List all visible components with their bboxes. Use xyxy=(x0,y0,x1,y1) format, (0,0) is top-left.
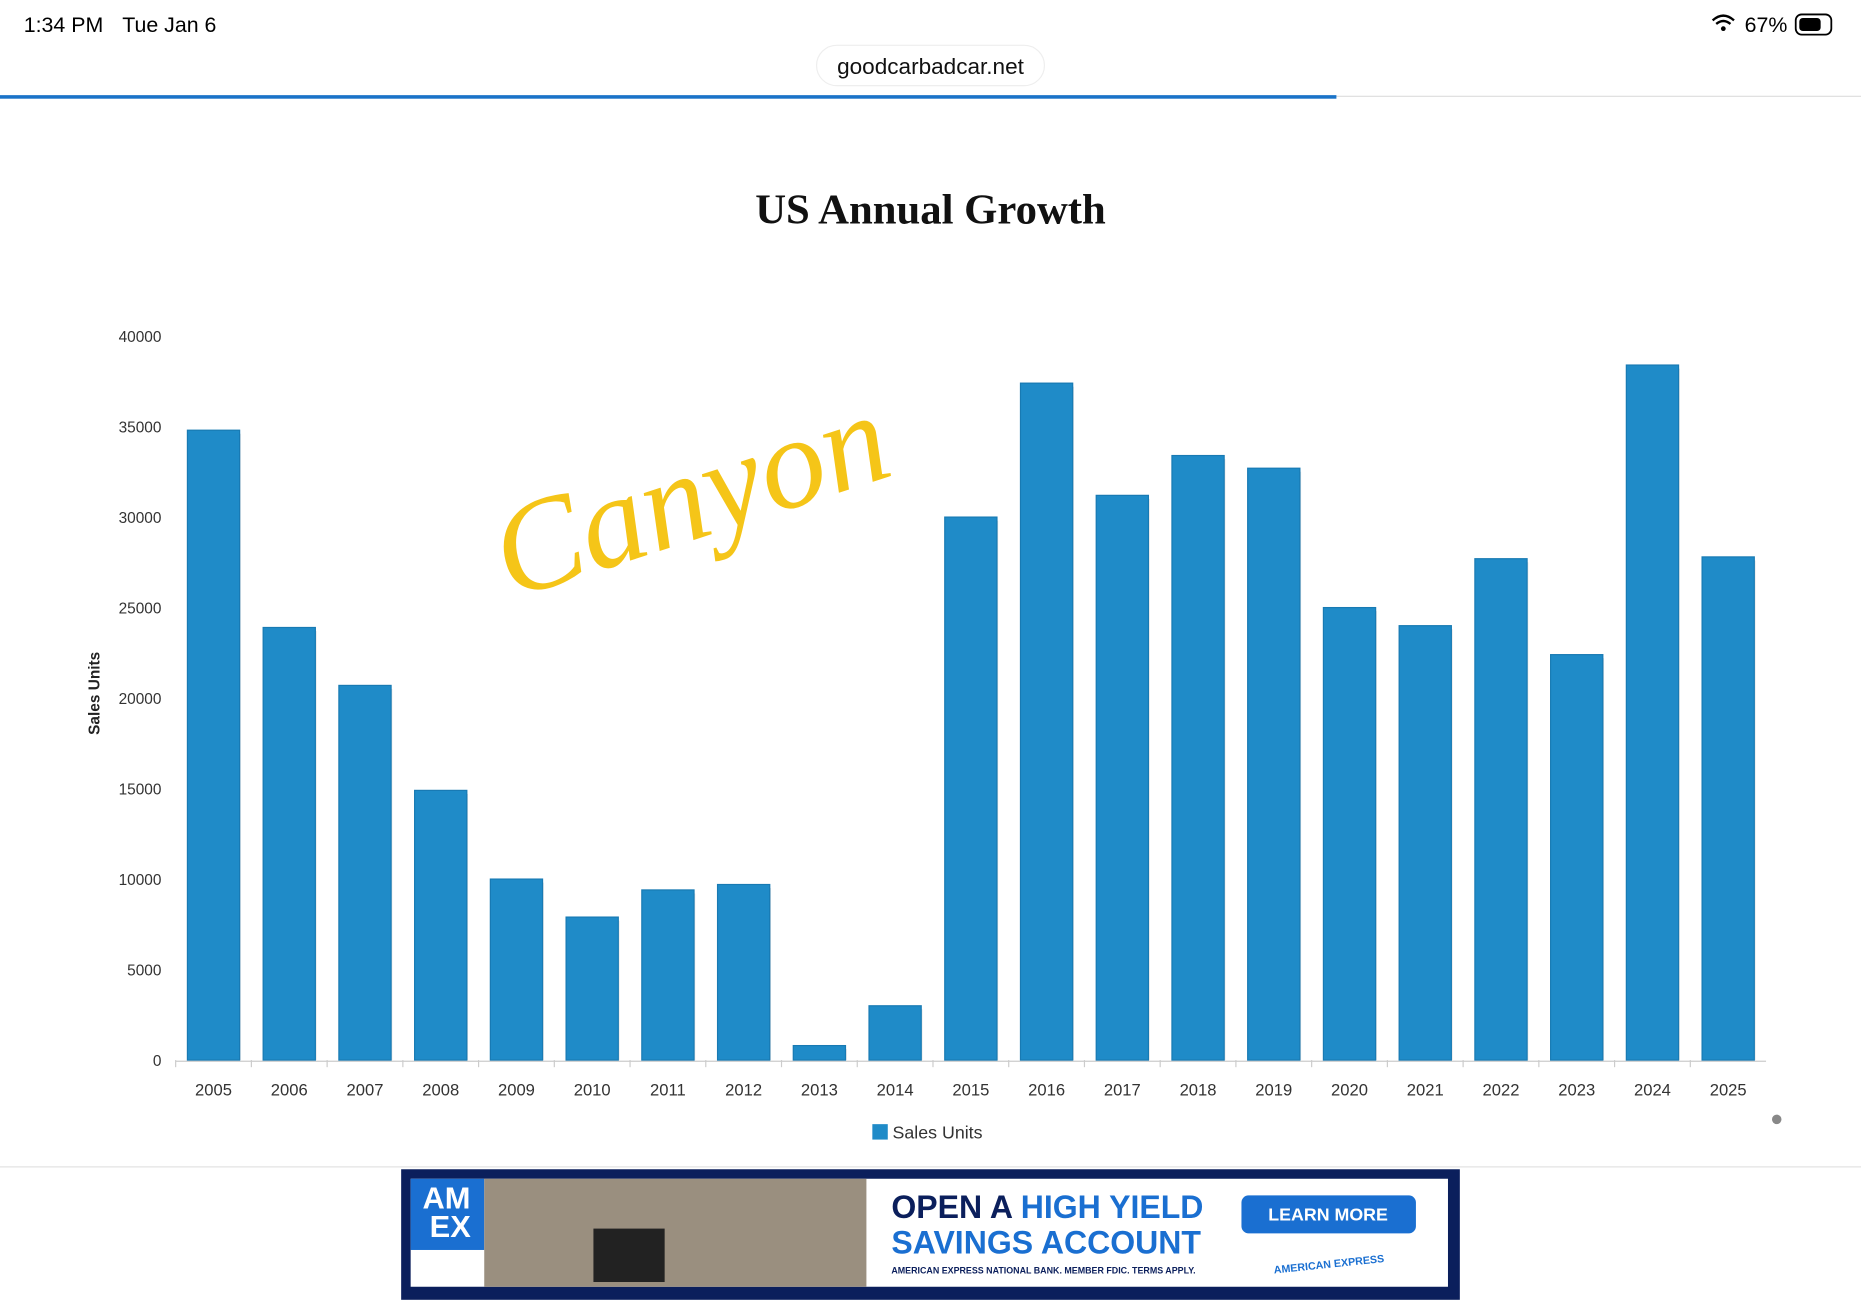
battery-icon xyxy=(1794,13,1833,36)
bar xyxy=(414,789,468,1061)
x-tick-label: 2008 xyxy=(422,1081,459,1100)
bar xyxy=(489,878,544,1061)
bar xyxy=(1550,654,1604,1061)
x-tick-label: 2016 xyxy=(1028,1081,1065,1100)
y-tick-label: 40000 xyxy=(119,329,162,346)
bar xyxy=(1322,606,1377,1061)
ad-headline-a: OPEN A xyxy=(891,1189,1013,1225)
x-tick-label: 2024 xyxy=(1634,1081,1671,1100)
wifi-icon xyxy=(1711,14,1735,25)
bar xyxy=(338,684,392,1061)
status-date: Tue Jan 6 xyxy=(122,13,216,37)
status-time: 1:34 PM xyxy=(24,13,104,37)
x-tick-label: 2014 xyxy=(877,1081,914,1100)
legend-label: Sales Units xyxy=(893,1122,983,1142)
wifi-dot xyxy=(1720,26,1726,32)
x-tick-label: 2015 xyxy=(952,1081,989,1100)
bar xyxy=(1019,382,1074,1061)
bar xyxy=(1171,454,1225,1061)
ad-logo-bottom: EX xyxy=(430,1209,472,1244)
load-progress xyxy=(0,95,1337,99)
x-tick-label: 2025 xyxy=(1710,1081,1747,1100)
bar xyxy=(1398,625,1452,1061)
y-tick-label: 5000 xyxy=(127,962,161,979)
ad-headline-b: HIGH YIELD xyxy=(1021,1189,1204,1225)
x-tick-label: 2013 xyxy=(801,1081,838,1100)
x-tick-label: 2011 xyxy=(650,1081,686,1100)
x-tick-label: 2018 xyxy=(1180,1081,1217,1100)
x-tick-label: 2020 xyxy=(1331,1081,1368,1100)
x-tick-label: 2009 xyxy=(498,1081,535,1100)
ad-photo-tablet xyxy=(593,1228,665,1283)
ad-disclaimer: AMERICAN EXPRESS NATIONAL BANK. MEMBER F… xyxy=(891,1266,1195,1276)
bar xyxy=(1701,556,1755,1061)
x-tick-label: 2012 xyxy=(725,1081,762,1100)
y-tick-label: 15000 xyxy=(119,782,162,799)
x-tick-label: 2017 xyxy=(1104,1081,1141,1100)
ad-headline-c: SAVINGS ACCOUNT xyxy=(891,1225,1201,1261)
y-tick-label: 30000 xyxy=(119,510,162,527)
x-tick-label: 2021 xyxy=(1407,1081,1444,1100)
bar xyxy=(565,916,619,1061)
handwritten-annotation: Canyon xyxy=(475,365,906,627)
x-tick-label: 2023 xyxy=(1558,1081,1595,1100)
ad-logo xyxy=(410,1178,485,1250)
x-tick-label: 2019 xyxy=(1255,1081,1292,1100)
ad-photo xyxy=(484,1178,867,1287)
y-axis-title: Sales Units xyxy=(87,652,104,735)
battery-level xyxy=(1799,17,1821,32)
bar xyxy=(792,1044,847,1061)
x-tick-label: 2007 xyxy=(347,1081,384,1100)
bar xyxy=(186,429,241,1061)
legend-swatch xyxy=(872,1124,888,1140)
x-tick-label: 2022 xyxy=(1483,1081,1520,1100)
x-tick-label: 2010 xyxy=(574,1081,611,1100)
bar xyxy=(1095,494,1150,1061)
scroll-dot xyxy=(1771,1114,1782,1125)
x-tick-label: 2006 xyxy=(271,1081,308,1100)
y-tick-label: 20000 xyxy=(119,691,162,708)
x-tick-label: 2005 xyxy=(195,1081,232,1100)
bar xyxy=(641,889,695,1061)
ad-button-label[interactable]: LEARN MORE xyxy=(1268,1204,1388,1224)
url[interactable]: goodcarbadcar.net xyxy=(837,54,1025,79)
url-pill[interactable] xyxy=(815,44,1046,87)
bar xyxy=(944,516,998,1061)
chart-title: US Annual Growth xyxy=(755,186,1106,233)
battery-text: 67% xyxy=(1745,13,1788,37)
bar xyxy=(1474,558,1528,1061)
bar xyxy=(716,883,771,1061)
ad-button[interactable] xyxy=(1241,1195,1416,1234)
y-tick-label: 0 xyxy=(153,1053,162,1070)
ad-logo-top: AM xyxy=(423,1180,471,1215)
y-tick-label: 35000 xyxy=(119,420,162,437)
bar xyxy=(1625,364,1680,1061)
y-tick-label: 10000 xyxy=(119,872,162,889)
y-tick-label: 25000 xyxy=(119,601,162,618)
bar xyxy=(1247,467,1301,1061)
bar xyxy=(868,1005,922,1061)
bar xyxy=(262,626,316,1061)
